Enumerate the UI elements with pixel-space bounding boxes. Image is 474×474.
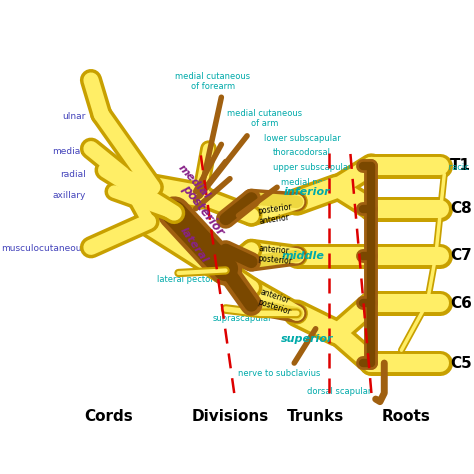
Text: dorsal scapular: dorsal scapular [308,387,372,396]
Text: lateral: lateral [178,225,210,264]
Text: anterior: anterior [258,287,291,305]
Text: musculocutaneous: musculocutaneous [1,244,86,253]
Text: lower subscapular: lower subscapular [264,134,341,143]
Text: medial: medial [176,162,212,201]
Text: axillary: axillary [53,191,86,201]
Text: medial cutaneous
of arm: medial cutaneous of arm [227,109,302,128]
Text: C7: C7 [450,248,472,264]
Text: nerve to subclavius: nerve to subclavius [238,369,321,378]
Text: ulnar: ulnar [63,111,86,120]
Text: posterior: posterior [257,202,292,216]
Text: medial cutaneous
of forearm: medial cutaneous of forearm [175,72,250,91]
Text: inferior: inferior [284,187,330,197]
Text: Divisions: Divisions [191,409,269,424]
Text: C6: C6 [450,295,472,310]
Text: long thoracic: long thoracic [414,163,469,172]
Text: C5: C5 [450,356,472,371]
Text: C8: C8 [450,201,472,216]
Text: lateral pectoral: lateral pectoral [157,275,221,284]
Text: posterior: posterior [257,254,292,266]
Text: Roots: Roots [381,409,430,424]
Text: median: median [52,147,86,156]
Text: posterior: posterior [179,182,226,238]
Text: medial pectoral: medial pectoral [282,179,347,188]
Text: T1: T1 [450,158,471,173]
Text: Trunks: Trunks [287,409,344,424]
Text: posterior: posterior [256,298,292,317]
Text: superior: superior [281,334,333,344]
Text: suprascapular: suprascapular [213,314,273,323]
Text: upper subscapular: upper subscapular [273,163,351,172]
Text: anterior: anterior [259,212,291,226]
Text: thoracodorsal: thoracodorsal [273,148,331,157]
Text: Cords: Cords [84,409,133,424]
Text: middle: middle [282,251,324,261]
Text: radial: radial [60,170,86,179]
Text: anterior: anterior [259,244,290,255]
